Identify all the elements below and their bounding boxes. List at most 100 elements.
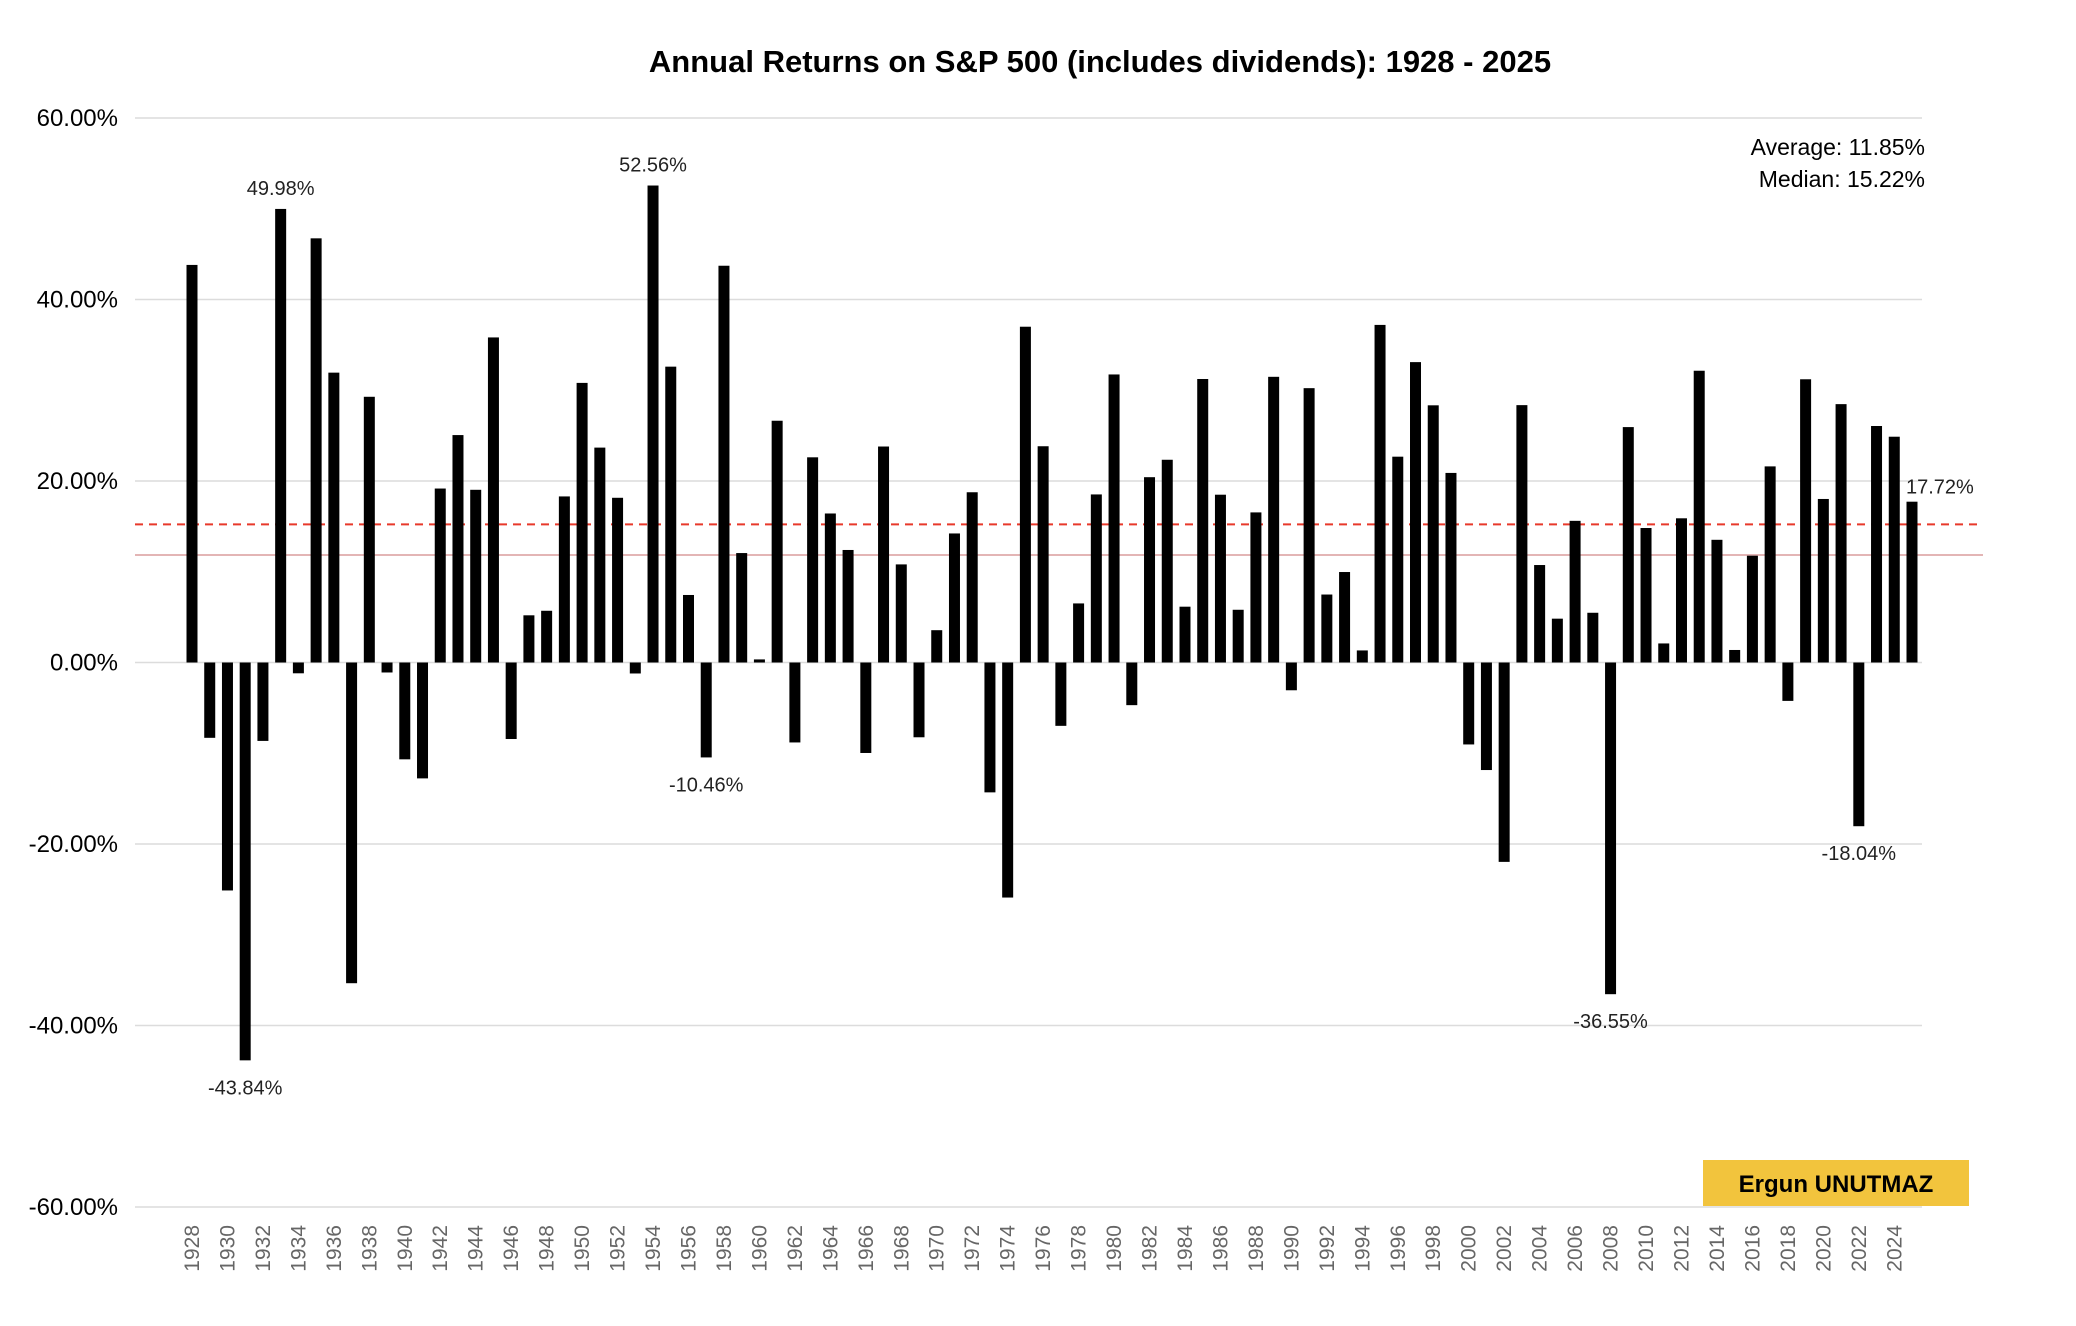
bar-1973 bbox=[984, 662, 996, 793]
x-tick-label: 1950 bbox=[571, 1225, 594, 1272]
bar-1928 bbox=[186, 264, 198, 663]
bar-2017 bbox=[1764, 466, 1776, 663]
bar-2018 bbox=[1782, 662, 1794, 701]
bar-1958 bbox=[718, 265, 730, 663]
bar-1937 bbox=[346, 662, 358, 984]
bar-1960 bbox=[753, 659, 765, 663]
x-tick-label: 1930 bbox=[216, 1225, 239, 1272]
bar-1970 bbox=[931, 630, 943, 663]
x-tick-label: 1942 bbox=[429, 1225, 452, 1272]
bar-2011 bbox=[1658, 643, 1670, 663]
bar-1987 bbox=[1232, 609, 1244, 663]
bar-1966 bbox=[860, 662, 872, 753]
bar-1933 bbox=[275, 208, 287, 663]
x-tick-label: 2024 bbox=[1883, 1225, 1906, 1272]
x-tick-label: 2004 bbox=[1529, 1225, 1552, 1272]
x-tick-label: 1978 bbox=[1068, 1225, 1091, 1272]
bar-1935 bbox=[310, 238, 322, 663]
bar-2013 bbox=[1693, 370, 1705, 663]
bar-1983 bbox=[1161, 459, 1173, 663]
bar-1959 bbox=[736, 553, 748, 663]
x-tick-label: 1940 bbox=[394, 1225, 417, 1272]
bar-1942 bbox=[434, 488, 446, 663]
x-tick-label: 1960 bbox=[748, 1225, 771, 1272]
bar-1979 bbox=[1090, 494, 1102, 663]
bar-1929 bbox=[204, 662, 216, 738]
data-label-2025: 17.72% bbox=[1906, 477, 1974, 499]
x-tick-label: 1966 bbox=[855, 1225, 878, 1272]
bar-1930 bbox=[221, 662, 233, 891]
bar-1969 bbox=[913, 662, 925, 738]
bar-1951 bbox=[594, 447, 606, 663]
x-tick-label: 1986 bbox=[1209, 1225, 1232, 1272]
bar-1940 bbox=[399, 662, 411, 760]
bar-2005 bbox=[1551, 618, 1563, 663]
bar-1975 bbox=[1019, 326, 1031, 663]
bar-1993 bbox=[1339, 572, 1351, 663]
x-tick-label: 1972 bbox=[961, 1225, 984, 1272]
x-tick-label: 1958 bbox=[713, 1225, 736, 1272]
bar-2007 bbox=[1587, 612, 1599, 663]
bar-2022 bbox=[1853, 662, 1865, 827]
bar-1965 bbox=[842, 549, 854, 663]
data-label-1957: -10.46% bbox=[669, 774, 744, 796]
bar-2002 bbox=[1498, 662, 1510, 862]
bar-1999 bbox=[1445, 472, 1457, 663]
y-tick-label: -60.00% bbox=[29, 1194, 118, 1221]
bar-1971 bbox=[948, 533, 960, 663]
bar-1931 bbox=[239, 662, 251, 1061]
bar-1947 bbox=[523, 615, 535, 663]
x-tick-label: 1998 bbox=[1422, 1225, 1445, 1272]
bar-1967 bbox=[878, 446, 890, 663]
x-tick-label: 2008 bbox=[1600, 1225, 1623, 1272]
bar-2015 bbox=[1729, 649, 1741, 663]
bars bbox=[186, 185, 1918, 1061]
bar-2009 bbox=[1622, 427, 1634, 663]
bar-2016 bbox=[1746, 555, 1758, 663]
x-tick-label: 1984 bbox=[1174, 1225, 1197, 1272]
watermark-text: Ergun UNUTMAZ bbox=[1739, 1171, 1934, 1198]
bar-2004 bbox=[1534, 565, 1546, 663]
bar-1989 bbox=[1268, 376, 1280, 663]
x-tick-label: 2020 bbox=[1812, 1225, 1835, 1272]
bar-2023 bbox=[1871, 426, 1883, 663]
y-tick-label: -20.00% bbox=[29, 831, 118, 858]
bar-2021 bbox=[1835, 404, 1847, 663]
bar-1972 bbox=[966, 492, 978, 663]
bar-1978 bbox=[1073, 603, 1085, 663]
bar-1964 bbox=[824, 513, 836, 663]
bar-2019 bbox=[1800, 379, 1812, 663]
bar-1943 bbox=[452, 435, 464, 663]
x-tick-label: 1964 bbox=[819, 1225, 842, 1272]
x-tick-label: 1980 bbox=[1103, 1225, 1126, 1272]
x-tick-label: 1992 bbox=[1316, 1225, 1339, 1272]
bar-1944 bbox=[470, 489, 482, 663]
bar-2024 bbox=[1888, 436, 1900, 663]
x-tick-label: 1936 bbox=[323, 1225, 346, 1272]
y-tick-label: 0.00% bbox=[50, 650, 118, 677]
bar-1963 bbox=[807, 457, 819, 663]
x-tick-label: 1990 bbox=[1280, 1225, 1303, 1272]
annotations: 49.98% 52.56% -43.84% -10.46% -36.55% -18.04%… bbox=[208, 155, 1974, 1100]
bar-2014 bbox=[1711, 539, 1723, 663]
bar-2012 bbox=[1675, 518, 1687, 663]
bar-1945 bbox=[487, 337, 499, 663]
x-tick-label: 2016 bbox=[1741, 1225, 1764, 1272]
x-tick-label: 1934 bbox=[287, 1225, 310, 1272]
average-label: Average: 11.85% bbox=[1751, 134, 1925, 160]
x-tick-label: 1988 bbox=[1245, 1225, 1268, 1272]
watermark: Ergun UNUTMAZ bbox=[1703, 1160, 1969, 1206]
x-tick-label: 1956 bbox=[677, 1225, 700, 1272]
x-tick-label: 2018 bbox=[1777, 1225, 1800, 1272]
bar-1996 bbox=[1392, 456, 1404, 663]
bar-1977 bbox=[1055, 662, 1067, 726]
bar-2008 bbox=[1605, 662, 1617, 995]
bar-1968 bbox=[895, 564, 907, 663]
bar-1938 bbox=[363, 396, 375, 663]
bar-1961 bbox=[771, 420, 783, 663]
bar-1934 bbox=[292, 662, 304, 674]
x-tick-label: 1976 bbox=[1032, 1225, 1055, 1272]
bar-1949 bbox=[558, 496, 570, 663]
bar-2001 bbox=[1480, 662, 1492, 771]
data-label-1931: -43.84% bbox=[208, 1077, 283, 1099]
